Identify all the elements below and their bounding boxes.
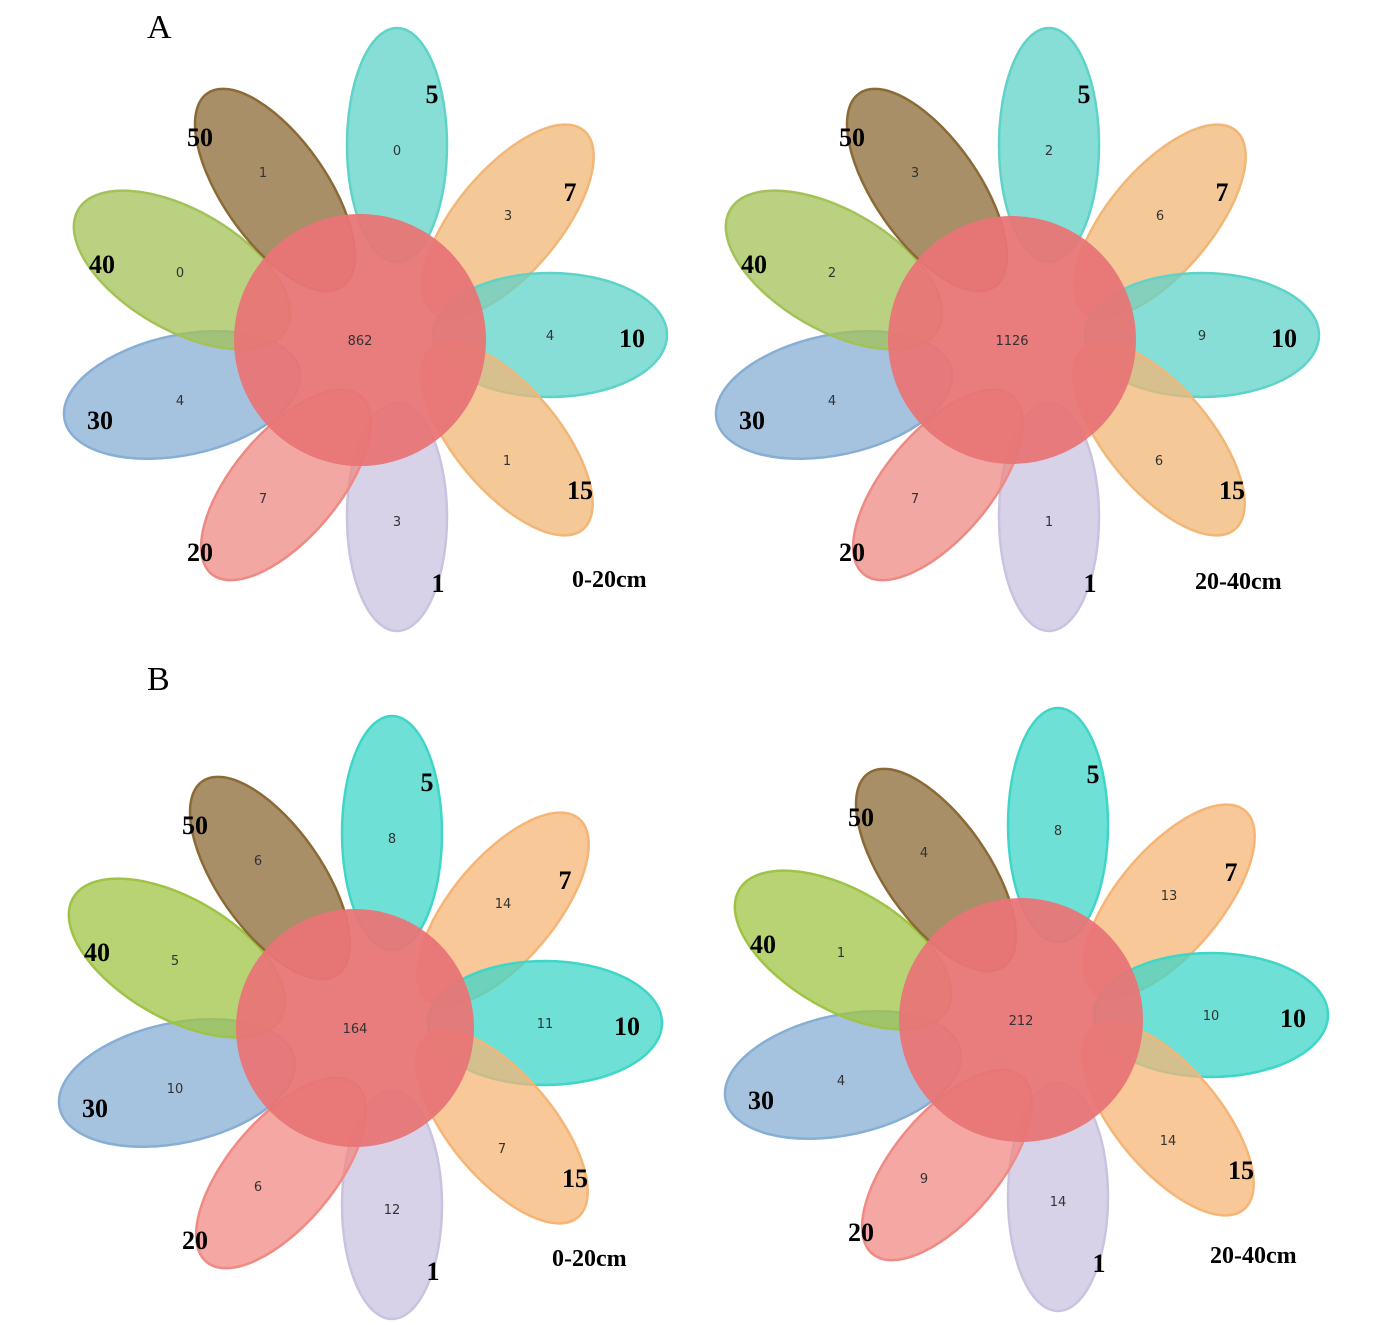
- core-circle: [899, 898, 1143, 1142]
- petal-count-5: 0: [393, 144, 401, 159]
- petal-count-7: 6: [1156, 209, 1164, 224]
- venn-flower-a-0-20cm: 862 0 5 3 7 4 10 1 15 3 1 7 20 4 30 0 40 1 50 0-20cm: [62, 26, 669, 633]
- core-circle: [888, 216, 1136, 464]
- petal-count-7: 3: [504, 209, 512, 224]
- petal-count-20: 7: [911, 492, 919, 507]
- petal-count-20: 6: [254, 1180, 262, 1195]
- depth-label: 0-20cm: [552, 1246, 627, 1272]
- petal-count-15: 7: [498, 1142, 506, 1157]
- petal-count-50: 4: [920, 846, 928, 861]
- core-count-label: 164: [343, 1022, 368, 1037]
- panel-letter-b: B: [147, 661, 170, 698]
- group-label-50: 50: [182, 811, 208, 840]
- panel-letter-a: A: [147, 9, 172, 46]
- group-label-1: 1: [427, 1257, 440, 1286]
- group-label-5: 5: [421, 768, 434, 797]
- group-label-50: 50: [848, 803, 874, 832]
- group-label-40: 40: [750, 930, 776, 959]
- group-label-7: 7: [1225, 858, 1238, 887]
- group-label-20: 20: [848, 1218, 874, 1247]
- venn-flower-b-20-40cm: 212 8 5 13 7 10 10 14 15 14 1 9 20 4 30 1 40 4 50 20-40cm: [723, 706, 1330, 1313]
- core-count-label: 1126: [995, 334, 1028, 349]
- group-label-30: 30: [82, 1094, 108, 1123]
- group-label-5: 5: [426, 80, 439, 109]
- depth-label: 20-40cm: [1210, 1243, 1297, 1269]
- petal-count-1: 1: [1045, 515, 1053, 530]
- group-label-10: 10: [1280, 1004, 1306, 1033]
- core-circle: [236, 909, 474, 1147]
- group-label-7: 7: [1216, 178, 1229, 207]
- group-label-15: 15: [1228, 1156, 1254, 1185]
- group-label-40: 40: [89, 250, 115, 279]
- depth-label: 20-40cm: [1195, 569, 1282, 595]
- petal-count-10: 9: [1198, 329, 1206, 344]
- group-label-10: 10: [1271, 324, 1297, 353]
- petal-count-50: 6: [254, 854, 262, 869]
- petal-count-1: 3: [393, 515, 401, 530]
- petal-count-10: 10: [1203, 1009, 1220, 1024]
- core-count-label: 862: [348, 334, 373, 349]
- group-label-1: 1: [1084, 569, 1097, 598]
- group-label-7: 7: [559, 866, 572, 895]
- petal-count-7: 14: [495, 897, 512, 912]
- petal-count-1: 14: [1050, 1195, 1067, 1210]
- petal-count-20: 9: [920, 1172, 928, 1187]
- group-label-30: 30: [748, 1086, 774, 1115]
- depth-label: 0-20cm: [572, 567, 647, 593]
- group-label-1: 1: [432, 569, 445, 598]
- petal-count-5: 8: [388, 832, 396, 847]
- petal-count-10: 4: [546, 329, 554, 344]
- group-label-5: 5: [1078, 80, 1091, 109]
- petal-count-40: 1: [837, 946, 845, 961]
- petal-count-30: 4: [828, 394, 836, 409]
- group-label-15: 15: [567, 476, 593, 505]
- petal-count-15: 14: [1160, 1134, 1177, 1149]
- group-label-7: 7: [564, 178, 577, 207]
- group-label-10: 10: [619, 324, 645, 353]
- petal-count-40: 0: [176, 266, 184, 281]
- group-label-50: 50: [187, 123, 213, 152]
- group-label-50: 50: [839, 123, 865, 152]
- petal-count-30: 4: [176, 394, 184, 409]
- group-label-15: 15: [562, 1164, 588, 1193]
- petal-count-5: 2: [1045, 144, 1053, 159]
- petal-count-20: 7: [259, 492, 267, 507]
- petal-count-30: 4: [837, 1074, 845, 1089]
- group-label-15: 15: [1219, 476, 1245, 505]
- petal-count-7: 13: [1161, 889, 1178, 904]
- petal-count-5: 8: [1054, 824, 1062, 839]
- core-count-label: 212: [1009, 1014, 1034, 1029]
- petal-count-50: 1: [259, 166, 267, 181]
- petal-count-15: 6: [1155, 454, 1163, 469]
- petal-count-50: 3: [911, 166, 919, 181]
- group-label-20: 20: [839, 538, 865, 567]
- petal-count-15: 1: [503, 454, 511, 469]
- petal-count-1: 12: [384, 1203, 401, 1218]
- core-circle: [234, 214, 486, 466]
- group-label-5: 5: [1087, 760, 1100, 789]
- petal-count-30: 10: [167, 1082, 184, 1097]
- group-label-1: 1: [1093, 1249, 1106, 1278]
- petal-count-40: 2: [828, 266, 836, 281]
- group-label-30: 30: [739, 406, 765, 435]
- petal-count-40: 5: [171, 954, 179, 969]
- group-label-40: 40: [741, 250, 767, 279]
- group-label-20: 20: [187, 538, 213, 567]
- group-label-10: 10: [614, 1012, 640, 1041]
- group-label-30: 30: [87, 406, 113, 435]
- group-label-40: 40: [84, 938, 110, 967]
- group-label-20: 20: [182, 1226, 208, 1255]
- petal-count-10: 11: [537, 1017, 554, 1032]
